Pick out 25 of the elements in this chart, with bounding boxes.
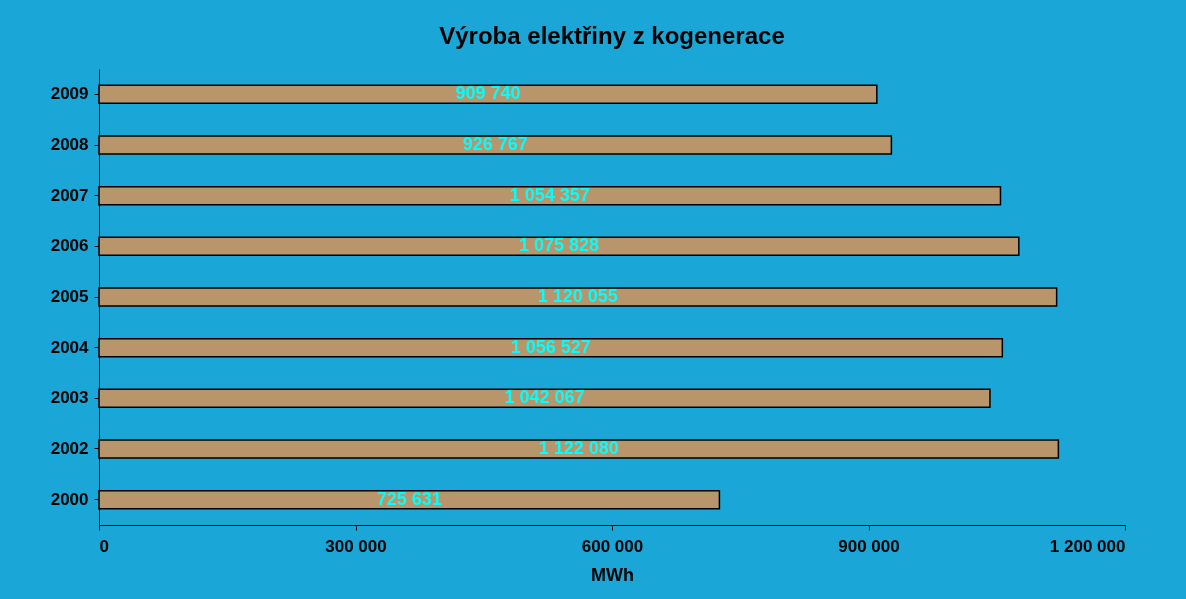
x-tick-label: 1 200 000 bbox=[1049, 536, 1126, 556]
y-tick-label: 2004 bbox=[50, 337, 90, 357]
data-label: 1 122 080 bbox=[538, 438, 619, 458]
x-tick-label: 600 000 bbox=[581, 536, 644, 556]
data-label: 926 767 bbox=[462, 134, 528, 154]
chart-title: Výroba elektřiny z kogenerace bbox=[439, 22, 785, 49]
data-label: 1 054 357 bbox=[509, 184, 590, 205]
x-axis-title: MWh bbox=[591, 564, 634, 585]
x-tick-label: 900 000 bbox=[838, 536, 900, 556]
data-label: 1 120 055 bbox=[537, 286, 618, 306]
y-tick-label: 2005 bbox=[50, 287, 89, 306]
y-tick-label: 2008 bbox=[50, 135, 89, 154]
y-tick-label: 2007 bbox=[50, 185, 89, 205]
y-tick-label: 2002 bbox=[50, 439, 89, 458]
y-tick-label: 2003 bbox=[50, 388, 89, 408]
x-tick-label: 300 000 bbox=[325, 536, 387, 556]
y-tick-label: 2009 bbox=[50, 84, 89, 104]
data-label: 1 042 067 bbox=[504, 387, 585, 408]
y-tick-label: 2000 bbox=[50, 489, 89, 509]
data-label: 1 075 828 bbox=[518, 235, 599, 256]
data-label: 725 631 bbox=[376, 488, 442, 509]
x-tick-label: 0 bbox=[99, 536, 109, 556]
data-label: 1 056 527 bbox=[510, 336, 591, 357]
data-label: 909 740 bbox=[455, 83, 521, 104]
y-tick-label: 2006 bbox=[50, 236, 89, 256]
